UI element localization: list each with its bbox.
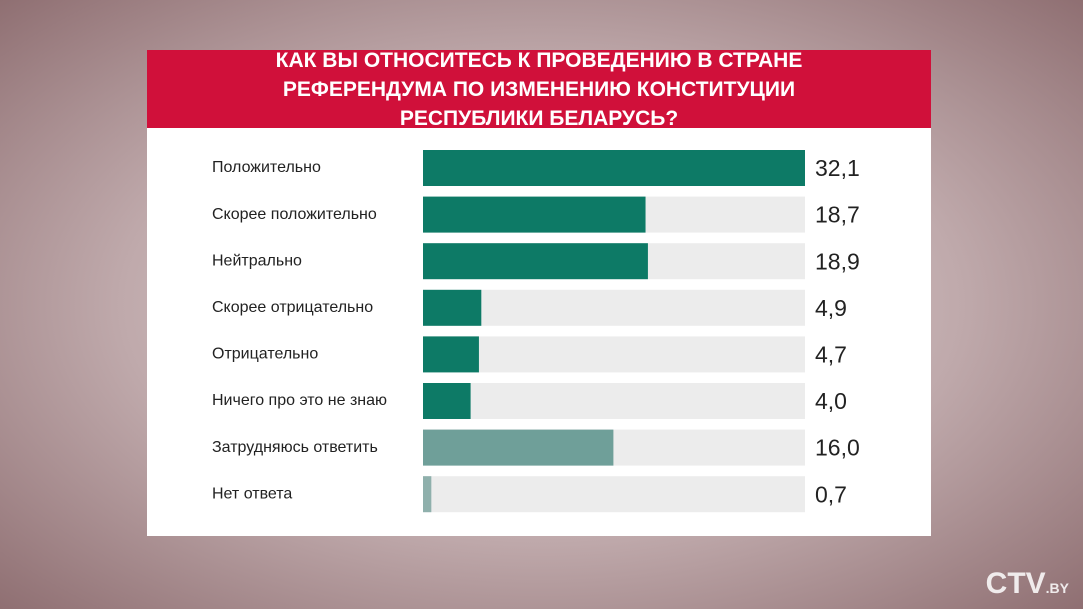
bar <box>423 429 614 466</box>
logo-sub: .BY <box>1045 580 1069 596</box>
category-label: Скорее отрицательно <box>212 299 373 316</box>
bar <box>423 383 471 419</box>
bar <box>423 243 648 280</box>
bar <box>423 289 482 326</box>
bar <box>423 150 805 186</box>
bar-track <box>423 383 805 419</box>
category-label: Отрицательно <box>212 346 318 363</box>
chart-title: КАК ВЫ ОТНОСИТЕСЬ К ПРОВЕДЕНИЮ В СТРАНЕ … <box>275 48 803 130</box>
category-label: Скорее положительно <box>212 206 377 223</box>
value-label: 18,7 <box>815 202 860 228</box>
value-label: 16,0 <box>815 435 860 461</box>
category-label: Положительно <box>212 159 321 176</box>
value-label: 4,7 <box>815 341 847 367</box>
bar <box>423 476 432 513</box>
value-label: 32,1 <box>815 155 860 181</box>
value-label: 4,9 <box>815 295 847 321</box>
logo: CTV.BY <box>986 567 1069 601</box>
bar <box>423 336 479 373</box>
category-label: Нет ответа <box>212 485 292 502</box>
header-band <box>147 50 931 128</box>
category-label: Нейтрально <box>212 252 302 269</box>
category-label: Ничего про это не знаю <box>212 392 387 409</box>
bar-track <box>423 336 805 373</box>
category-label: Затрудняюсь ответить <box>212 439 378 456</box>
bar-track <box>423 476 805 513</box>
logo-main: CTV <box>985 567 1046 600</box>
bar-track <box>423 289 805 326</box>
value-label: 4,0 <box>815 388 847 414</box>
value-label: 18,9 <box>815 248 860 274</box>
bar <box>423 196 646 233</box>
value-label: 0,7 <box>815 481 847 507</box>
